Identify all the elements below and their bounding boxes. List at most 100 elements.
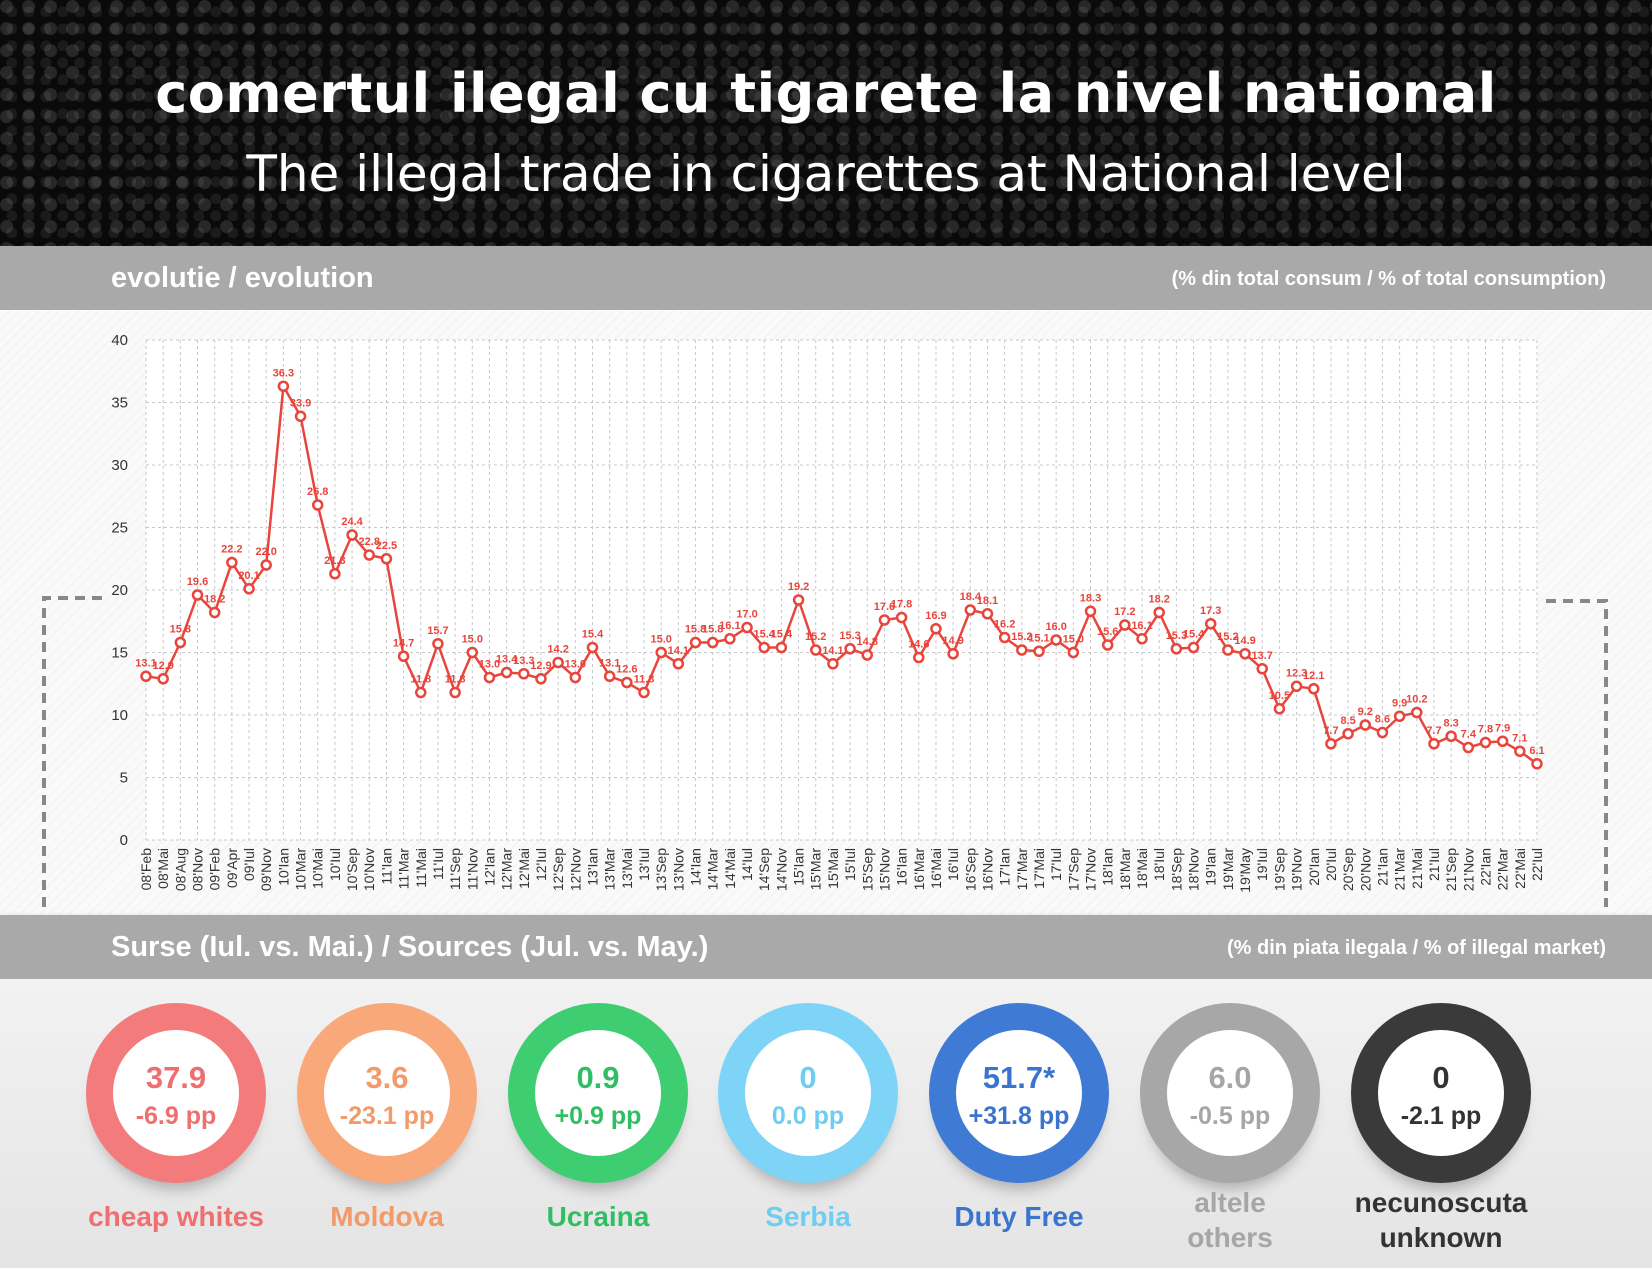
source-share: 0.9: [576, 1060, 620, 1095]
data-label: 7.1: [1512, 732, 1527, 744]
x-tick-label: 16'Ian: [894, 848, 910, 886]
source-share: 0: [799, 1060, 817, 1095]
source-change: -2.1 pp: [1400, 1102, 1482, 1130]
x-tick-label: 10'Ian: [275, 848, 291, 886]
x-tick-label: 10'Iul: [327, 848, 343, 881]
data-label: 19.2: [788, 581, 809, 593]
x-tick-label: 21'Mai: [1409, 848, 1425, 889]
source-change: +0.9 pp: [554, 1102, 642, 1130]
x-tick-label: 19'Iul: [1254, 848, 1270, 881]
x-tick-label: 11'Sep: [447, 848, 463, 890]
source-ring: 0 0.0 pp: [718, 1003, 898, 1183]
sources-title: Surse (Iul. vs. Mai.) / Sources (Jul. vs…: [111, 931, 709, 963]
data-point: [449, 686, 461, 699]
y-tick-label: 0: [120, 832, 128, 849]
data-label: 16.1: [1131, 620, 1152, 632]
data-label: 11.8: [410, 674, 431, 686]
data-point: [1050, 634, 1062, 646]
data-label: 12.9: [152, 660, 173, 672]
data-label: 16.1: [719, 620, 740, 632]
x-tick-label: 18'Mar: [1117, 848, 1133, 891]
x-tick-label: 12'Sep: [550, 848, 566, 891]
data-label: 15.0: [650, 634, 671, 646]
source-label-primary: Serbia: [765, 1201, 851, 1232]
data-point: [363, 549, 375, 561]
data-point: [500, 666, 513, 679]
data-point: [1342, 728, 1354, 740]
x-tick-label: 17'Iul: [1048, 848, 1064, 881]
source-label: cheap whites: [56, 1201, 296, 1233]
x-tick-label: 09'Apr: [224, 848, 240, 888]
data-point: [706, 636, 719, 649]
y-tick-label: 25: [111, 520, 128, 537]
data-point: [1531, 758, 1543, 770]
x-tick-label: 19'Mar: [1220, 848, 1236, 891]
data-label: 19.6: [187, 576, 208, 588]
x-tick-label: 10'Mar: [293, 848, 309, 891]
data-point: [621, 676, 633, 689]
data-point: [1204, 618, 1217, 630]
source-label-primary: Ucraina: [546, 1201, 650, 1232]
data-point: [1222, 644, 1234, 656]
source-label: Duty Free: [899, 1201, 1139, 1233]
data-label: 12.3: [1286, 667, 1307, 679]
source-share: 37.9: [145, 1060, 207, 1095]
data-point: [1462, 741, 1475, 754]
data-point: [672, 658, 685, 670]
x-tick-label: 17'Ian: [997, 848, 1013, 886]
data-label: 17.3: [1200, 605, 1221, 617]
y-tick-label: 30: [111, 457, 128, 474]
data-point: [1170, 643, 1183, 655]
data-point: [1256, 663, 1268, 675]
data-label: 13.3: [513, 655, 534, 667]
x-tick-label: 09'Nov: [258, 848, 274, 891]
data-point: [724, 633, 736, 645]
data-point: [586, 641, 599, 654]
x-tick-label: 12'Iul: [533, 848, 549, 881]
data-point: [1033, 645, 1045, 657]
source-ring: 6.0 -0.5 pp: [1140, 1003, 1320, 1183]
chart-area: 0 5 10 15 20 25 30 35 40 08'Feb 08'Mai 08'Aug 08'Nov…: [0, 310, 1652, 915]
data-label: 7.7: [1323, 725, 1338, 737]
data-label: 15.2: [805, 631, 826, 643]
data-point: [380, 553, 393, 565]
source-change: +31.8 pp: [968, 1102, 1070, 1130]
data-point: [483, 671, 496, 684]
x-tick-label: 18'Sep: [1168, 848, 1184, 891]
source-label-secondary: others: [1187, 1222, 1273, 1253]
data-label: 17.8: [891, 599, 912, 611]
data-label: 18.3: [1080, 592, 1101, 604]
data-label: 22.8: [359, 536, 380, 548]
data-point: [1101, 639, 1114, 651]
data-point: [1308, 683, 1320, 695]
x-tick-label: 12'Mar: [499, 848, 515, 891]
source-ring: 0 -2.1 pp: [1351, 1003, 1531, 1183]
x-tick-label: 19'Ian: [1203, 848, 1219, 886]
data-label: 22.0: [255, 546, 276, 558]
evolution-title: evolutie / evolution: [111, 262, 374, 294]
data-label: 14.2: [547, 644, 568, 656]
data-label: 15.3: [1166, 630, 1187, 642]
x-tick-label: 11'Ian: [378, 848, 394, 885]
y-tick-label: 40: [111, 332, 128, 349]
x-tick-label: 10'Nov: [361, 848, 377, 891]
data-label: 17.6: [874, 601, 895, 613]
data-point: [861, 649, 874, 661]
x-tick-label: 11'Mai: [413, 848, 429, 888]
sources-panel: 37.9 -6.9 pp cheap whites 3.6 -23.1 pp Moldov…: [0, 979, 1652, 1268]
x-tick-label: 14'Nov: [773, 848, 789, 891]
data-label: 7.7: [1426, 725, 1441, 737]
source-item: 6.0 -0.5 pp altele others: [1130, 991, 1330, 1253]
x-tick-label: 13'Mai: [619, 848, 635, 889]
data-label: 9.9: [1392, 697, 1407, 709]
data-label: 6.1: [1529, 745, 1544, 757]
source-item: 0 0.0 pp Serbia: [708, 991, 908, 1251]
data-point: [294, 410, 307, 422]
data-label: 18.2: [1148, 594, 1169, 606]
data-point: [157, 673, 169, 685]
source-label: Ucraina: [478, 1201, 718, 1233]
callout-bracket-left: [42, 596, 106, 907]
data-label: 12.9: [530, 660, 551, 672]
x-tick-label: 12'Mai: [516, 848, 532, 889]
source-change: -23.1 pp: [339, 1102, 435, 1130]
